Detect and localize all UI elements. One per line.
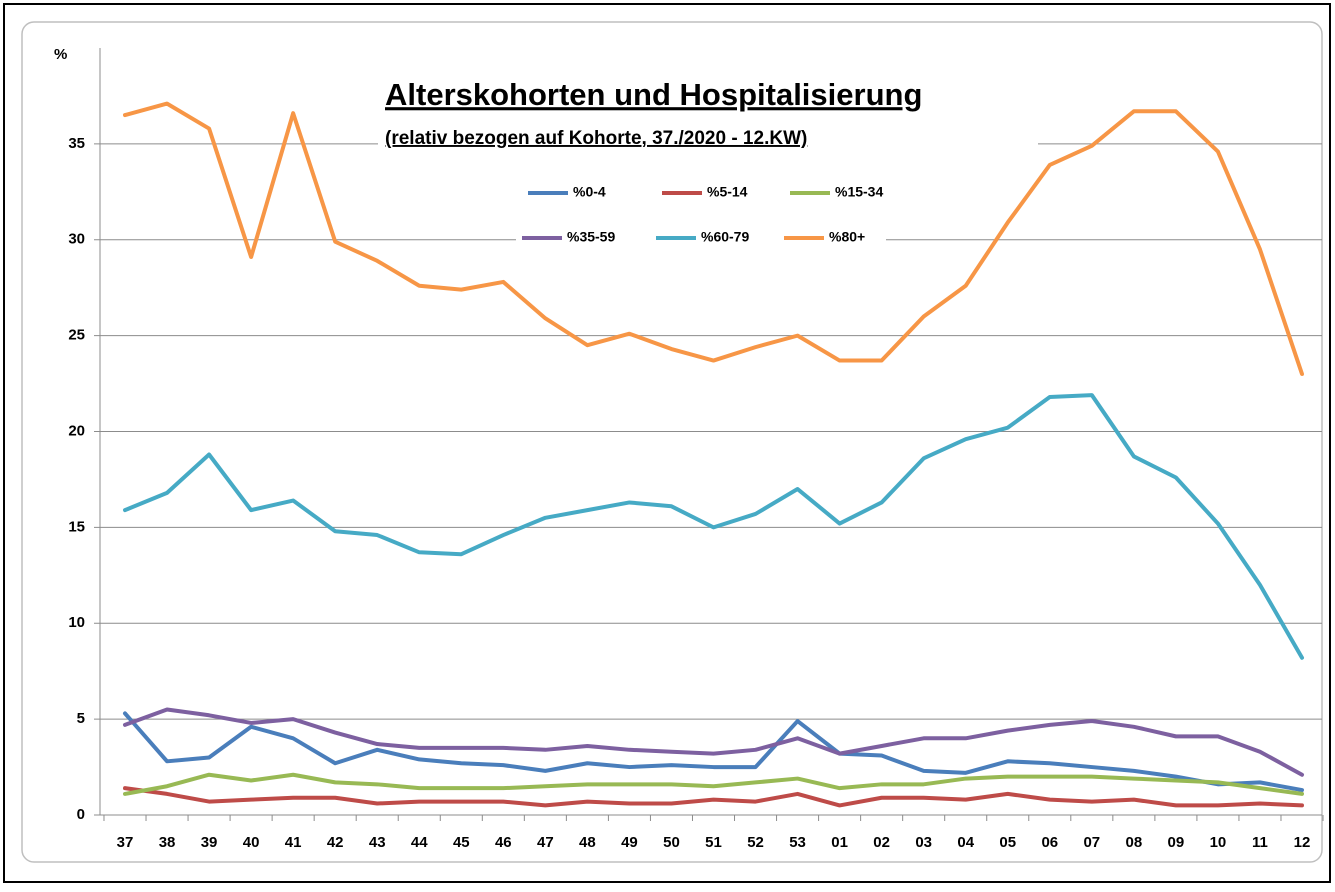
y-tick-label: 30 (68, 231, 85, 248)
x-tick-label: 07 (1083, 834, 1100, 851)
x-tick-label: 43 (369, 834, 386, 851)
x-tick-label: 10 (1210, 834, 1227, 851)
x-tick-label: 47 (537, 834, 554, 851)
y-tick-label: 20 (68, 422, 85, 439)
y-axis-label: % (54, 46, 67, 63)
x-tick-label: 46 (495, 834, 512, 851)
x-tick-label: 53 (789, 834, 806, 851)
legend-label: %80+ (829, 229, 865, 245)
series-line (123, 772, 1304, 796)
series-line (123, 707, 1304, 777)
x-tick-label: 02 (873, 834, 890, 851)
x-tick-label: 39 (201, 834, 218, 851)
x-tick-label: 37 (117, 834, 134, 851)
y-tick-label: 15 (68, 518, 85, 535)
x-tick-label: 48 (579, 834, 596, 851)
x-tick-label: 04 (957, 834, 974, 851)
series-line (123, 786, 1304, 808)
x-tick-label: 42 (327, 834, 344, 851)
chart-subtitle: (relativ bezogen auf Kohorte, 37./2020 -… (385, 128, 807, 149)
x-tick-label: 40 (243, 834, 260, 851)
y-tick-label: 25 (68, 327, 85, 344)
series-line (123, 101, 1304, 376)
x-tick-label: 38 (159, 834, 176, 851)
x-tick-label: 41 (285, 834, 302, 851)
x-tick-label: 49 (621, 834, 638, 851)
legend-label: %15-34 (835, 184, 883, 200)
chart-title: Alterskohorten und Hospitalisierung (385, 77, 922, 112)
title-background (378, 70, 1038, 160)
x-tick-label: 06 (1041, 834, 1058, 851)
x-tick-label: 51 (705, 834, 722, 851)
x-tick-label: 08 (1126, 834, 1143, 851)
legend: %0-4 %5-14 %15-34 %35-59 %60-79 %80+ (516, 176, 886, 256)
x-tick-label: 12 (1294, 834, 1311, 851)
y-tick-label: 0 (77, 806, 85, 823)
y-tick-label: 5 (77, 710, 85, 727)
x-tick-label: 11 (1252, 834, 1268, 851)
x-tick-label: 05 (999, 834, 1016, 851)
x-tick-label: 45 (453, 834, 470, 851)
x-tick-label: 52 (747, 834, 764, 851)
legend-label: %5-14 (707, 184, 748, 200)
legend-label: %35-59 (567, 229, 615, 245)
y-tick-label: 10 (68, 614, 85, 631)
x-tick-label: 01 (831, 834, 848, 851)
series-line (123, 711, 1304, 793)
x-tick-label: 50 (663, 834, 680, 851)
x-tick-label: 44 (411, 834, 428, 851)
x-tick-label: 09 (1168, 834, 1185, 851)
x-tick-label: 03 (915, 834, 932, 851)
legend-label: %60-79 (701, 229, 749, 245)
y-tick-label: 35 (68, 135, 85, 152)
legend-background (516, 176, 886, 256)
chart-area (21, 21, 1323, 863)
series-line (123, 393, 1304, 660)
legend-label: %0-4 (573, 184, 606, 200)
